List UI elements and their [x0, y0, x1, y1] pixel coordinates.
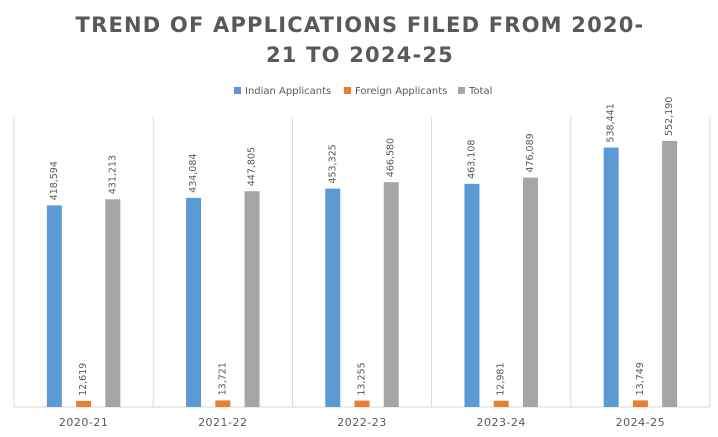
data-label: 476,089 [525, 133, 536, 172]
bar [662, 140, 678, 408]
bar [186, 197, 202, 407]
data-label: 418,594 [49, 161, 60, 200]
data-label: 453,325 [327, 144, 338, 183]
data-label: 552,190 [664, 97, 675, 136]
bar [244, 191, 260, 407]
bar [522, 177, 538, 407]
legend-label: Indian Applicants [245, 86, 331, 97]
bar [105, 199, 121, 407]
x-tick-label: 2022-23 [337, 416, 386, 429]
x-tick-label: 2020-21 [59, 416, 108, 429]
data-label: 431,213 [107, 155, 118, 194]
data-label: 12,981 [496, 362, 507, 395]
chart-title: TREND OF APPLICATIONS FILED FROM 2020-21… [75, 13, 645, 67]
data-label: 13,721 [217, 362, 228, 395]
x-tick-label: 2023-24 [476, 416, 525, 429]
legend-label: Total [468, 86, 492, 97]
data-label: 466,580 [386, 138, 397, 177]
bar [632, 400, 648, 407]
data-label: 12,619 [78, 363, 89, 396]
legend-swatch [234, 87, 241, 94]
bar [46, 205, 62, 407]
bar [603, 147, 619, 408]
bar [325, 188, 341, 407]
legend-swatch [344, 87, 351, 94]
bar [493, 400, 509, 407]
data-label: 538,441 [606, 103, 617, 142]
legend-swatch [458, 87, 465, 94]
bar [464, 183, 480, 407]
bar [215, 400, 231, 407]
data-label: 447,805 [247, 147, 258, 186]
data-label: 13,749 [635, 362, 646, 395]
data-label: 434,084 [188, 154, 199, 193]
x-tick-label: 2021-22 [198, 416, 247, 429]
bar [354, 400, 370, 407]
bar [76, 400, 92, 407]
data-label: 463,108 [466, 140, 477, 179]
x-tick-label: 2024-25 [616, 416, 665, 429]
bar [383, 182, 399, 407]
data-label: 13,255 [357, 362, 368, 395]
legend-label: Foreign Applicants [355, 86, 447, 97]
